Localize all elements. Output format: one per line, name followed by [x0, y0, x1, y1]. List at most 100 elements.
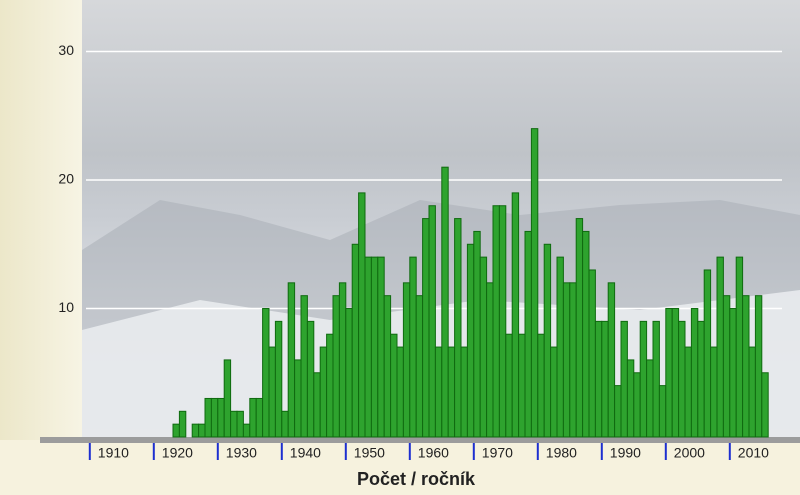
x-axis-bar	[40, 437, 800, 443]
x-tick-label: 1920	[162, 445, 193, 461]
x-tick-label: 1960	[418, 445, 449, 461]
bar	[518, 333, 526, 438]
bar	[479, 256, 488, 438]
bar	[345, 308, 353, 438]
bar	[454, 218, 462, 438]
y-tick-label: 30	[58, 42, 74, 58]
bar	[498, 205, 507, 438]
bar	[671, 308, 680, 438]
bar	[466, 243, 475, 438]
bar	[742, 295, 750, 438]
bar	[716, 256, 724, 438]
bar	[550, 346, 558, 438]
bar	[236, 410, 244, 438]
bar	[210, 397, 219, 438]
bar	[447, 346, 456, 438]
x-axis-title: Počet / ročník	[357, 469, 476, 489]
bar	[422, 218, 430, 438]
bar	[178, 410, 187, 438]
bar	[191, 423, 200, 438]
x-tick-label: 1990	[610, 445, 641, 461]
bar	[242, 423, 251, 438]
bar	[390, 333, 398, 438]
y-tick-label: 10	[58, 299, 74, 315]
bar	[230, 410, 238, 438]
bar	[255, 397, 264, 438]
bar	[294, 359, 302, 438]
x-tick-label: 2000	[674, 445, 705, 461]
bar	[729, 308, 737, 438]
bar	[639, 320, 648, 438]
x-tick-label: 1930	[226, 445, 257, 461]
bar	[377, 256, 385, 438]
bar	[703, 269, 712, 438]
bar	[735, 256, 744, 438]
bar	[620, 320, 628, 438]
bar	[383, 295, 392, 438]
bar	[607, 282, 616, 438]
bar	[223, 359, 232, 438]
bar	[511, 192, 520, 438]
bar	[204, 397, 212, 438]
bar	[582, 230, 590, 438]
bar	[332, 295, 340, 438]
bar	[569, 282, 577, 438]
bar	[364, 256, 372, 438]
bar	[351, 243, 360, 438]
bar	[588, 269, 596, 438]
bar	[492, 205, 500, 438]
bar	[486, 282, 494, 438]
bar	[274, 320, 283, 438]
x-tick-label: 1970	[482, 445, 513, 461]
bar	[543, 243, 552, 438]
bar	[601, 320, 609, 438]
bar	[473, 230, 481, 438]
bar	[626, 359, 635, 438]
x-tick-label: 1940	[290, 445, 321, 461]
bar	[460, 346, 468, 438]
bar	[658, 385, 667, 438]
side-panel	[0, 0, 82, 440]
bar	[697, 320, 705, 438]
bar	[633, 372, 641, 438]
bar	[665, 308, 673, 438]
bar	[690, 308, 699, 438]
bar	[281, 410, 289, 438]
bar	[402, 282, 411, 438]
x-tick-label: 2010	[738, 445, 769, 461]
bar	[748, 346, 756, 438]
bar	[754, 295, 763, 438]
bar	[409, 256, 417, 438]
bar	[575, 218, 584, 438]
bar	[761, 372, 769, 438]
bar	[300, 295, 308, 438]
bar	[319, 346, 328, 438]
bar	[338, 282, 347, 438]
bar	[652, 320, 660, 438]
bar	[441, 166, 449, 438]
bar	[505, 333, 513, 438]
bar	[556, 256, 564, 438]
bar	[415, 295, 424, 438]
bar	[594, 320, 603, 438]
bar	[249, 397, 257, 438]
x-tick-label: 1980	[546, 445, 577, 461]
bar	[172, 423, 180, 438]
bar	[268, 346, 276, 438]
bar	[537, 333, 545, 438]
y-tick-label: 20	[58, 171, 74, 187]
bar	[358, 192, 366, 438]
bar	[434, 346, 443, 438]
bar	[326, 333, 334, 438]
bar	[370, 256, 379, 438]
bar	[262, 308, 270, 438]
bar	[198, 423, 206, 438]
bar	[678, 320, 686, 438]
bar	[614, 385, 622, 438]
bar	[306, 320, 315, 438]
bar	[396, 346, 404, 438]
bar	[313, 372, 321, 438]
bar	[524, 230, 532, 438]
